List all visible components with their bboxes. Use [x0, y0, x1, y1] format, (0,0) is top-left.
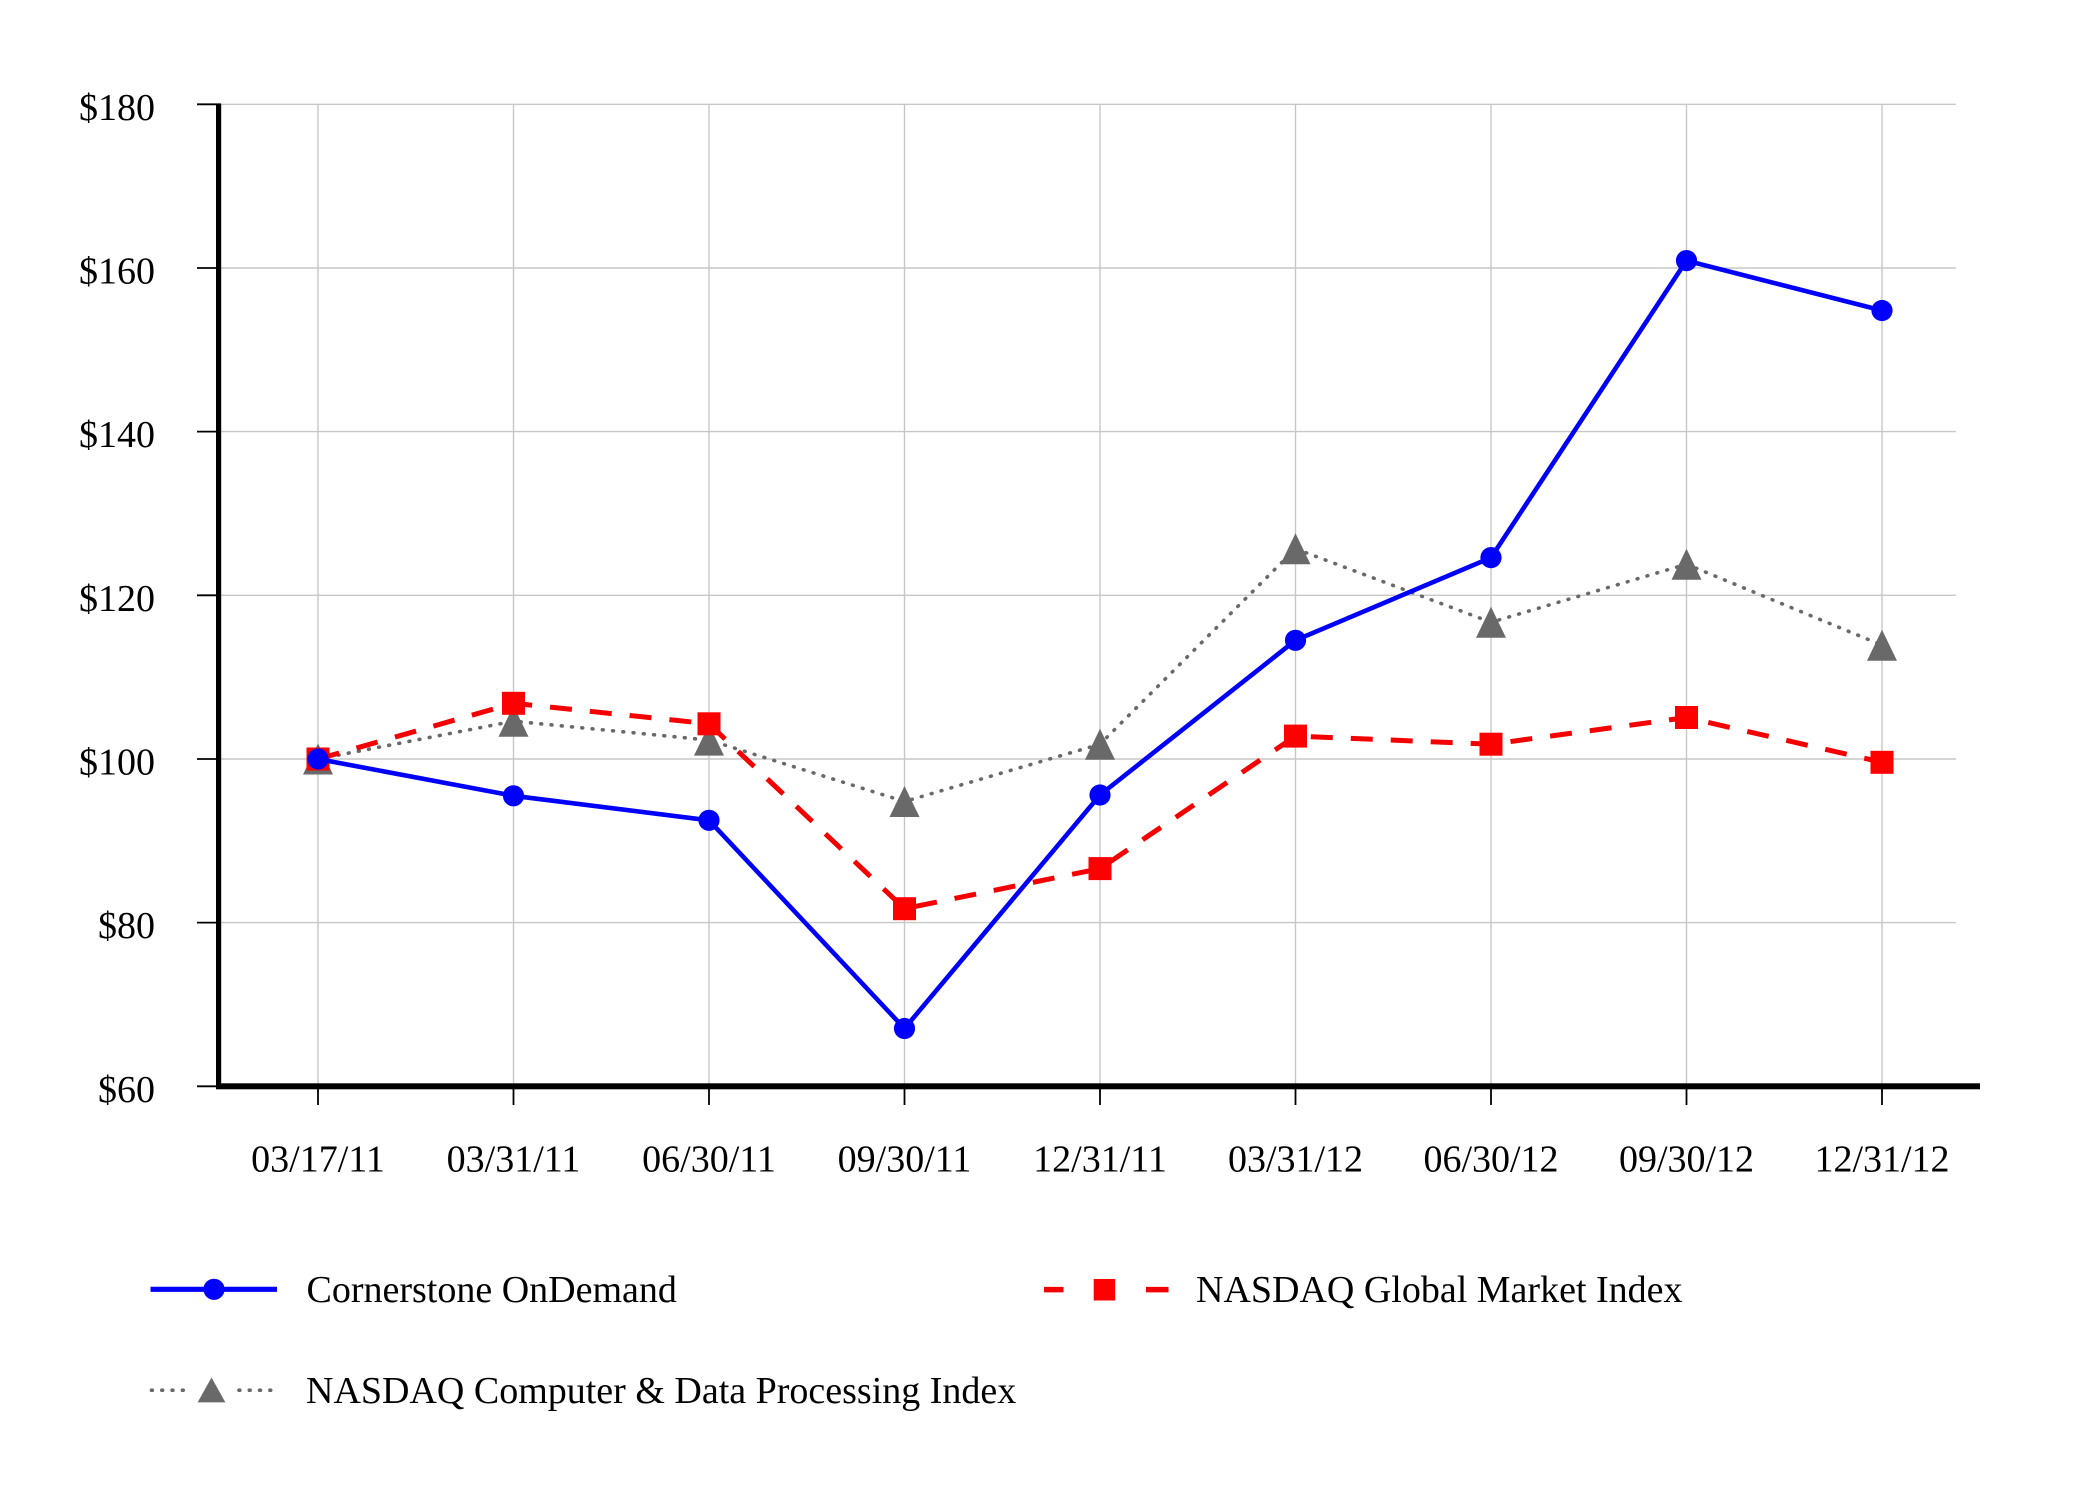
- svg-text:12/31/11: 12/31/11: [1033, 1139, 1167, 1181]
- svg-text:$100: $100: [79, 742, 155, 784]
- svg-text:NASDAQ Global Market Index: NASDAQ Global Market Index: [1196, 1269, 1683, 1311]
- svg-text:$60: $60: [98, 1069, 155, 1111]
- svg-text:$160: $160: [79, 251, 155, 293]
- svg-text:09/30/11: 09/30/11: [838, 1139, 972, 1181]
- svg-text:$80: $80: [98, 905, 155, 947]
- svg-text:Cornerstone OnDemand: Cornerstone OnDemand: [307, 1269, 677, 1311]
- svg-text:$180: $180: [79, 87, 155, 129]
- svg-text:$120: $120: [79, 578, 155, 620]
- svg-text:03/17/11: 03/17/11: [251, 1139, 385, 1181]
- svg-text:NASDAQ Computer & Data Process: NASDAQ Computer & Data Processing Index: [306, 1370, 1016, 1412]
- svg-text:09/30/12: 09/30/12: [1619, 1139, 1754, 1181]
- svg-text:$140: $140: [79, 414, 155, 456]
- svg-text:12/31/12: 12/31/12: [1814, 1139, 1949, 1181]
- svg-text:06/30/11: 06/30/11: [642, 1139, 776, 1181]
- svg-text:03/31/12: 03/31/12: [1228, 1139, 1363, 1181]
- svg-text:03/31/11: 03/31/11: [447, 1139, 581, 1181]
- svg-text:06/30/12: 06/30/12: [1423, 1139, 1558, 1181]
